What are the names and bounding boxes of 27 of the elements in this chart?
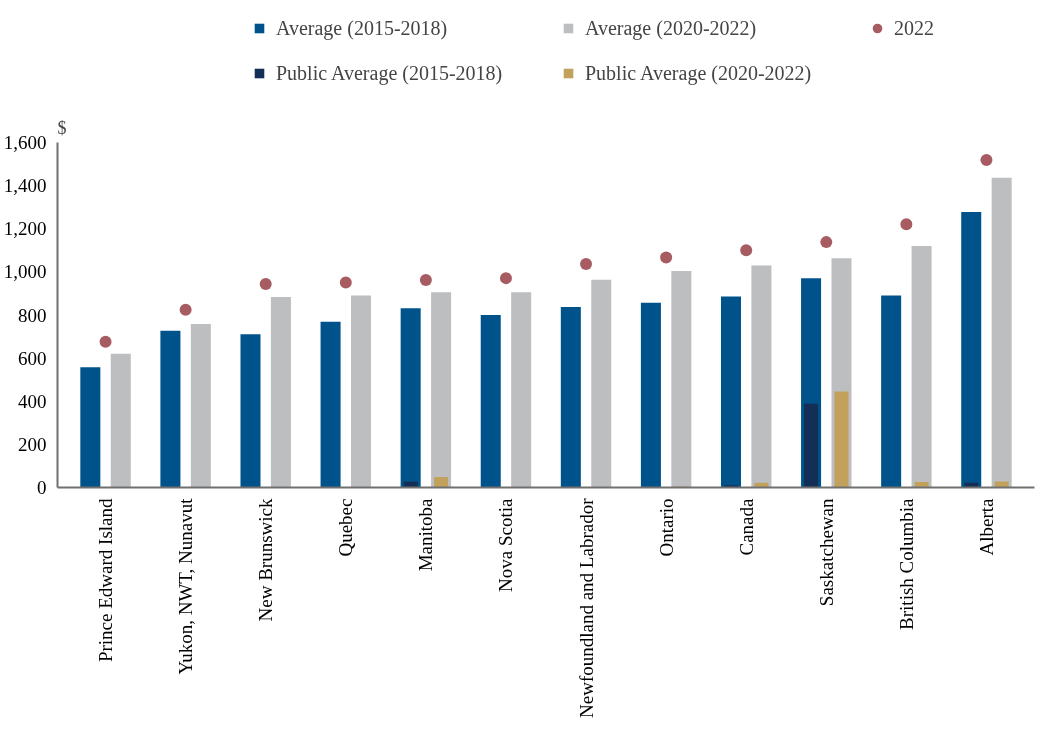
y-tick-label: 200 [18, 433, 47, 455]
x-tick-label: Canada [735, 497, 757, 556]
y-tick-label: 1,000 [3, 261, 47, 283]
legend-label: Public Average (2015-2018) [276, 61, 504, 85]
x-tick-label: Nova Scotia [495, 497, 517, 592]
y-tick-label: 0 [37, 477, 47, 498]
y-tick-label: 1,400 [3, 175, 47, 197]
x-tick-label: Quebec [335, 498, 357, 557]
x-tick-label: New Brunswick [255, 498, 277, 622]
y-axis-title: $ [57, 117, 67, 138]
x-tick-label: British Columbia [895, 497, 917, 630]
legend-label: Public Average (2020-2022) [585, 61, 813, 85]
legend-label: Average (2015-2018) [276, 16, 449, 40]
legend-label: Average (2020-2022) [585, 16, 758, 40]
y-tick-label: 1,600 [3, 132, 47, 153]
x-tick-label: Yukon, NWT, Nunavut [175, 497, 197, 675]
x-tick-label: Saskatchewan [815, 498, 837, 607]
y-tick-label: 600 [18, 347, 47, 369]
x-tick-label: Ontario [655, 498, 677, 557]
x-tick-label: Prince Edward Island [95, 498, 117, 663]
y-tick-label: 1,200 [3, 218, 47, 240]
y-tick-label: 400 [18, 390, 47, 412]
legend-label: 2022 [894, 16, 935, 40]
y-tick-label: 800 [18, 304, 47, 326]
x-tick-label: Newfoundland and Labrador [575, 497, 597, 718]
x-tick-label: Manitoba [415, 497, 437, 572]
x-tick-label: Alberta [975, 497, 997, 556]
